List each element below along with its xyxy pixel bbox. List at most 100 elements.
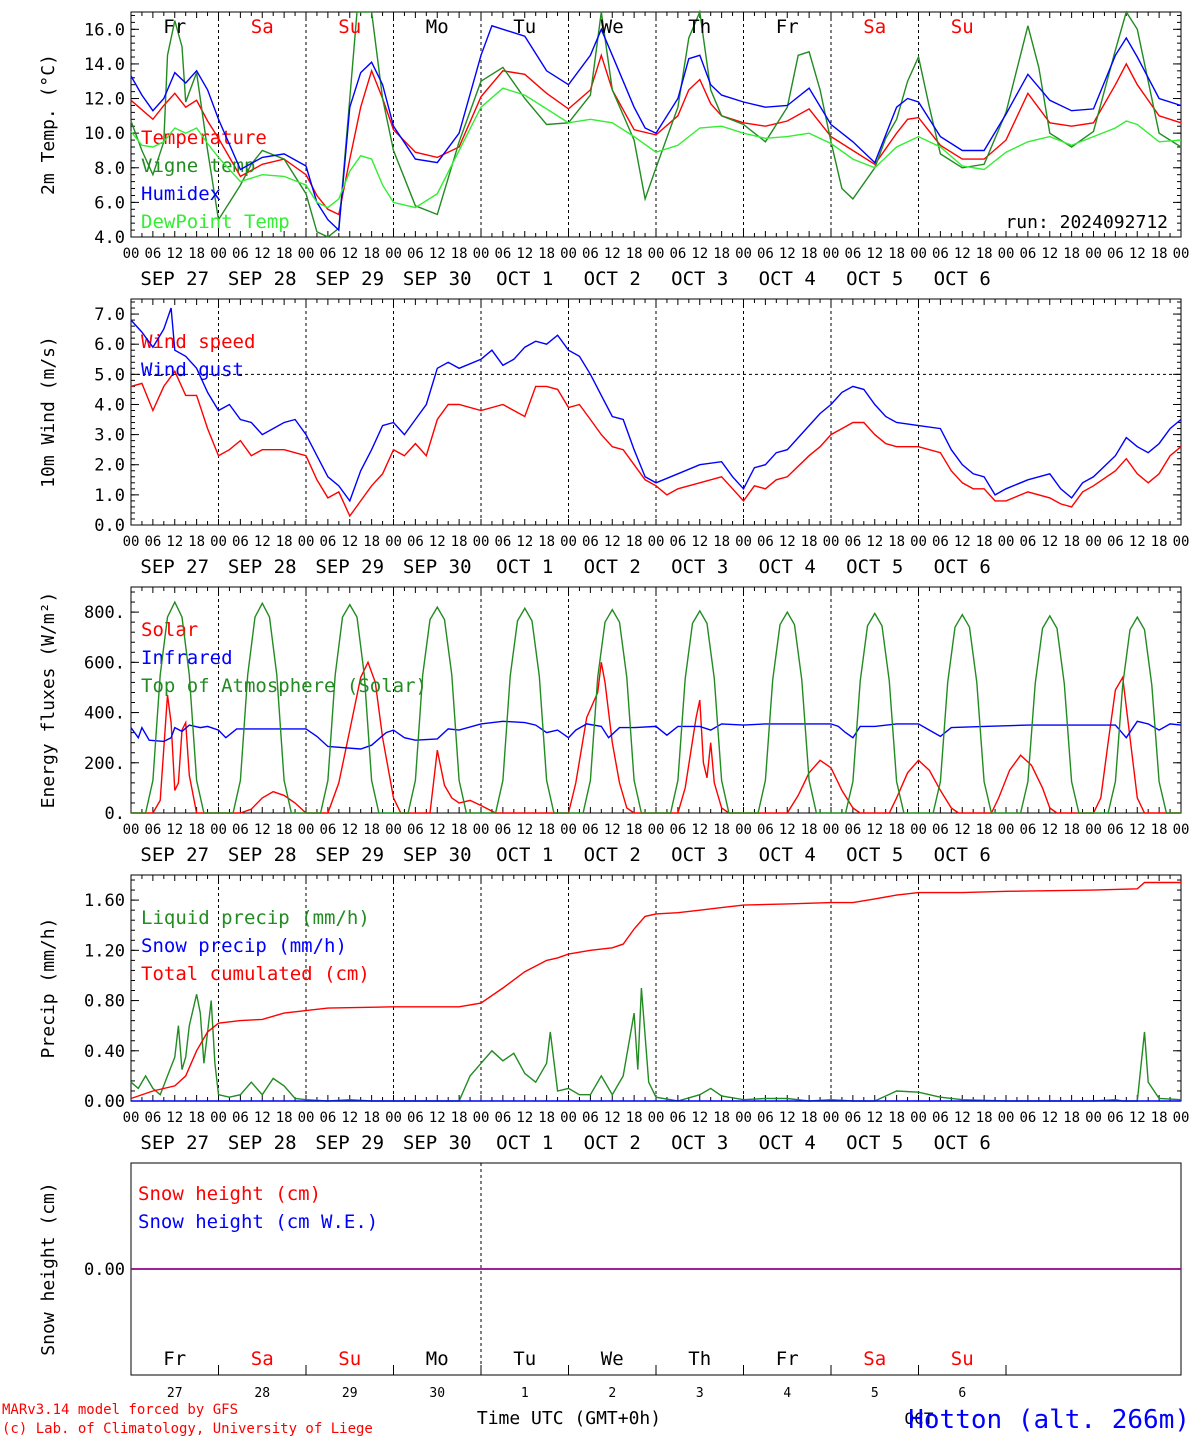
hour-label: 12 [166,1110,183,1126]
date-label: SEP 27 [140,556,209,578]
date-label: OCT 4 [759,844,816,866]
date-label: OCT 2 [584,1132,641,1154]
day-number: 27 [167,1386,183,1401]
legend-entry: Solar [141,619,198,641]
hour-label: 06 [844,246,861,262]
hour-label: 12 [341,822,358,838]
lab-credit: (c) Lab. of Climatology, University of L… [2,1421,373,1437]
day-name: We [601,1348,624,1370]
hour-label: 12 [604,822,621,838]
y-tick-label: 6.0 [94,335,125,355]
hour-label: 06 [319,822,336,838]
hour-label: 06 [1107,822,1124,838]
series-top-of-atmosphere-solar [131,600,1181,814]
hour-label: 06 [144,534,161,550]
hour-label: 00 [823,534,840,550]
hour-label: 00 [210,246,227,262]
hour-label: 00 [385,1110,402,1126]
hour-label: 00 [910,822,927,838]
model-credit: MARv3.14 model forced by GFS [2,1402,238,1418]
hour-label: 12 [604,1110,621,1126]
hour-label: 06 [932,534,949,550]
hour-label: 00 [648,1110,665,1126]
date-label: OCT 4 [759,1132,816,1154]
hour-label: 00 [560,1110,577,1126]
hour-label: 00 [823,1110,840,1126]
hour-label: 06 [582,534,599,550]
hour-label: 12 [1129,534,1146,550]
series-wind-gust [130,307,1182,503]
hour-label: 18 [1151,534,1168,550]
panel-5: 0.00 Snow height (cm) Snow height (cm) Snow… [38,1162,1182,1401]
hour-label: 00 [823,822,840,838]
y-tick-label: 14.0 [84,55,125,75]
hour-label: 00 [1085,246,1102,262]
date-label: OCT 3 [671,844,728,866]
hour-label: 18 [626,822,643,838]
hour-label: 00 [123,534,140,550]
hour-label: 06 [669,534,686,550]
hour-label: 18 [888,822,905,838]
day-number: 29 [342,1386,358,1401]
hour-label: 06 [1019,1110,1036,1126]
day-number: 6 [958,1386,966,1401]
hour-label: 18 [1063,822,1080,838]
hour-label: 06 [494,246,511,262]
hour-label: 06 [1107,534,1124,550]
hour-label: 06 [582,246,599,262]
hour-label: 12 [866,822,883,838]
hour-label: 06 [319,1110,336,1126]
hour-label: 12 [254,246,271,262]
hour-label: 12 [254,822,271,838]
legend-entry: Snow precip (mm/h) [141,935,347,957]
hour-label: 06 [757,246,774,262]
legend-entry: Humidex [141,183,221,205]
panel-4: 0.00 0.40 0.80 1.20 1.60 Precip (mm/h) Liquid … [38,874,1189,1154]
y-tick-label: 16.0 [84,20,125,40]
hour-label: 00 [823,246,840,262]
legend-entry: Wind gust [141,359,244,381]
date-label: OCT 6 [934,844,991,866]
day-name: Su [951,1348,974,1370]
hour-label: 00 [473,246,490,262]
hour-label: 06 [494,534,511,550]
hour-label: 18 [626,1110,643,1126]
date-label: SEP 30 [403,556,472,578]
hour-label: 06 [407,246,424,262]
hour-label: 00 [210,1110,227,1126]
hour-label: 12 [691,822,708,838]
hour-label: 12 [429,822,446,838]
hour-label: 00 [210,534,227,550]
date-label: OCT 2 [584,268,641,290]
hour-label: 18 [451,534,468,550]
hour-label: 00 [735,534,752,550]
y-tick-label: 8.0 [94,159,125,179]
hour-label: 06 [582,822,599,838]
date-label: OCT 5 [846,844,903,866]
day-name: Fr [776,16,799,38]
hour-label: 18 [188,1110,205,1126]
y-tick-label: 0.00 [84,1260,125,1280]
hour-label: 00 [735,246,752,262]
hour-label: 00 [1173,246,1190,262]
day-name: We [601,16,624,38]
series-liquid-precip-mm-h [130,987,1182,1102]
hour-label: 12 [341,534,358,550]
hour-label: 18 [888,246,905,262]
series-dewpoint-temp [130,87,1182,209]
y-tick-label: 1.0 [94,486,125,506]
day-number: 2 [608,1386,616,1401]
day-name: Sa [251,1348,274,1370]
hour-label: 18 [276,534,293,550]
hour-label: 18 [888,534,905,550]
date-label: SEP 28 [228,1132,297,1154]
date-label: OCT 1 [496,844,553,866]
hour-label: 12 [516,822,533,838]
hour-label: 00 [998,534,1015,550]
hour-label: 06 [669,822,686,838]
hour-label: 18 [538,534,555,550]
date-label: SEP 30 [403,844,472,866]
legend-entry: Top of Atmosphere (Solar) [141,675,427,697]
date-label: SEP 27 [140,844,209,866]
hour-label: 12 [1129,822,1146,838]
